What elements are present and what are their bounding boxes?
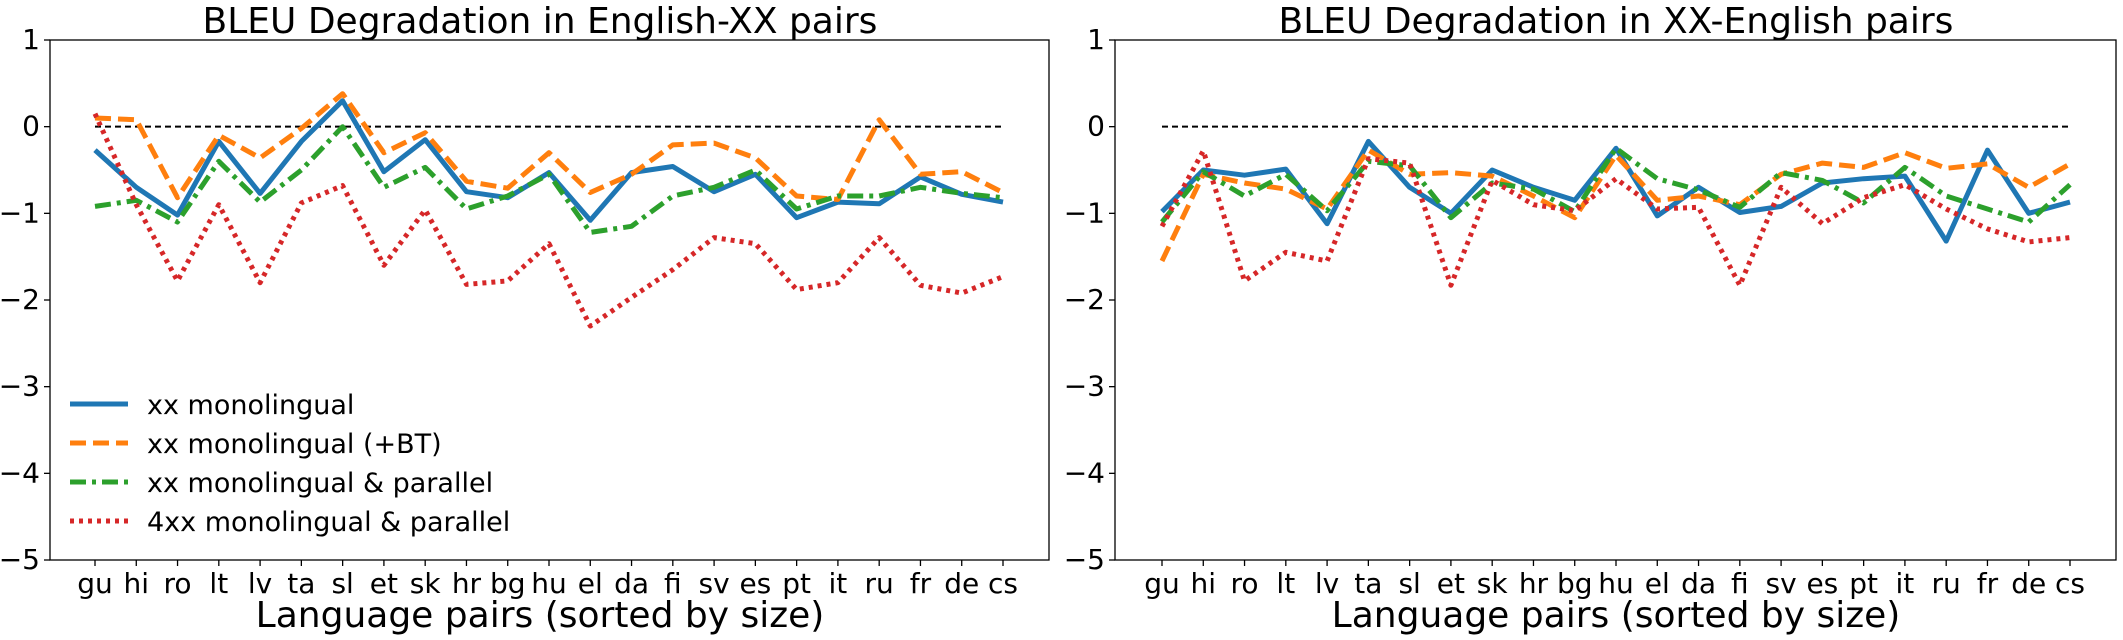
chart-title: BLEU Degradation in English-XX pairs <box>203 1 878 42</box>
x-tick-label: sl <box>331 567 353 600</box>
y-axis-ticks: 1 0 −1 −2 −3 −4 −5 <box>1064 23 1115 576</box>
legend-label: xx monolingual (+BT) <box>147 429 442 460</box>
x-tick-label: es <box>1806 567 1838 600</box>
x-axis-ticks: gu hi ro lt lv ta sl et sk hr bg hu el da fi sv es pt it ru… <box>77 560 1018 600</box>
x-tick-label: pt <box>782 567 811 600</box>
series-line <box>1159 148 2071 288</box>
x-tick-label: ro <box>164 567 192 600</box>
x-tick-label: fi <box>664 567 682 600</box>
x-tick-label: sl <box>1398 567 1420 600</box>
x-tick-label: fi <box>1731 567 1749 600</box>
y-tick-label: 0 <box>1087 110 1105 143</box>
x-tick-label: da <box>1681 567 1716 600</box>
x-tick-label: gu <box>1144 567 1180 600</box>
series-line <box>1160 138 2071 244</box>
x-tick-label: hr <box>1519 567 1549 600</box>
x-tick-label: hi <box>1191 567 1217 600</box>
x-tick-label: hu <box>531 567 567 600</box>
chart-english-xx: BLEU Degradation in English-XX pairs 1 0 −… <box>0 1 1050 636</box>
series-lines <box>1159 138 2072 288</box>
x-tick-label: ro <box>1231 567 1259 600</box>
x-tick-label: it <box>829 567 848 600</box>
legend: xx monolingual xx monolingual (+BT) xx m… <box>70 390 510 538</box>
y-tick-label: 0 <box>22 110 40 143</box>
x-tick-label: cs <box>2055 567 2085 600</box>
x-tick-label: ta <box>287 567 315 600</box>
x-tick-label: hr <box>452 567 482 600</box>
series-line <box>1160 145 2072 225</box>
chart-title: BLEU Degradation in XX-English pairs <box>1279 1 1954 42</box>
legend-entry: xx monolingual & parallel <box>70 468 493 499</box>
legend-label: xx monolingual & parallel <box>147 468 493 499</box>
y-tick-label: 1 <box>1087 23 1105 56</box>
series-line <box>93 98 1004 223</box>
x-tick-label: lt <box>209 567 228 600</box>
x-tick-label: bg <box>490 567 526 600</box>
legend-entry: 4xx monolingual & parallel <box>70 507 510 538</box>
legend-label: 4xx monolingual & parallel <box>147 507 510 538</box>
series-lines <box>92 91 1005 329</box>
legend-entry: xx monolingual <box>70 390 354 421</box>
x-tick-label: pt <box>1849 567 1878 600</box>
x-tick-label: gu <box>77 567 113 600</box>
x-axis-label: Language pairs (sorted by size) <box>1332 595 1901 636</box>
x-tick-label: ta <box>1354 567 1382 600</box>
x-tick-label: bg <box>1557 567 1593 600</box>
x-axis-ticks: gu hi ro lt lv ta sl et sk hr bg hu el da fi sv es pt it ru… <box>1144 560 2085 600</box>
legend-label: xx monolingual <box>147 390 354 421</box>
y-tick-label: −5 <box>0 543 40 576</box>
y-tick-label: −2 <box>0 283 40 316</box>
x-tick-label: et <box>1437 567 1465 600</box>
x-tick-label: fr <box>910 567 932 600</box>
x-tick-label: lv <box>248 567 272 600</box>
y-tick-label: −4 <box>1064 456 1105 489</box>
x-tick-label: sv <box>1766 567 1797 600</box>
y-tick-label: −1 <box>1064 196 1105 229</box>
y-tick-label: 1 <box>22 23 40 56</box>
series-line <box>92 112 1004 329</box>
chart-xx-english: BLEU Degradation in XX-English pairs 1 0 −… <box>1064 1 2117 636</box>
x-tick-label: ru <box>1932 567 1961 600</box>
y-tick-label: −2 <box>1064 283 1105 316</box>
series-line <box>1159 147 2072 263</box>
x-tick-label: sk <box>410 567 442 600</box>
y-tick-label: −3 <box>0 370 40 403</box>
series-line <box>94 91 1005 202</box>
x-tick-label: lv <box>1315 567 1339 600</box>
series-line <box>94 124 1004 235</box>
y-tick-label: −4 <box>0 456 40 489</box>
y-tick-label: −5 <box>1064 543 1105 576</box>
x-tick-label: el <box>578 567 603 600</box>
x-tick-label: hu <box>1598 567 1634 600</box>
x-axis-label: Language pairs (sorted by size) <box>256 595 825 636</box>
x-tick-label: de <box>944 567 979 600</box>
plot-area <box>1114 39 2117 561</box>
x-tick-label: hi <box>124 567 150 600</box>
x-tick-label: el <box>1645 567 1670 600</box>
x-tick-label: it <box>1896 567 1915 600</box>
x-tick-label: sv <box>699 567 730 600</box>
x-tick-label: es <box>739 567 771 600</box>
y-tick-label: −3 <box>1064 370 1105 403</box>
x-tick-label: cs <box>988 567 1018 600</box>
x-tick-label: ru <box>865 567 894 600</box>
x-tick-label: fr <box>1977 567 1999 600</box>
x-tick-label: de <box>2011 567 2046 600</box>
x-tick-label: lt <box>1276 567 1295 600</box>
y-axis-ticks: 1 0 −1 −2 −3 −4 −5 <box>0 23 50 576</box>
x-tick-label: sk <box>1477 567 1509 600</box>
y-tick-label: −1 <box>0 196 40 229</box>
legend-entry: xx monolingual (+BT) <box>70 429 442 460</box>
x-tick-label: et <box>370 567 398 600</box>
x-tick-label: da <box>614 567 649 600</box>
